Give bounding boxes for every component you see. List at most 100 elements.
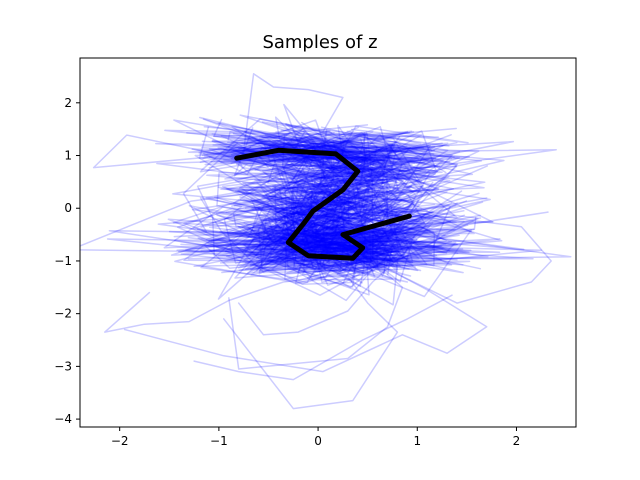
sample-line bbox=[201, 140, 451, 263]
sample-line bbox=[260, 130, 434, 273]
sample-line bbox=[256, 153, 448, 302]
highlighted-sample bbox=[234, 147, 412, 261]
sample-line bbox=[172, 155, 489, 284]
sample-line bbox=[217, 146, 379, 271]
sample-line bbox=[234, 141, 406, 267]
sample-line bbox=[216, 132, 464, 270]
sample-line bbox=[193, 294, 453, 381]
sample-line bbox=[123, 257, 488, 373]
sample-line bbox=[223, 145, 394, 284]
sample-line bbox=[176, 130, 534, 260]
sample-line bbox=[241, 141, 465, 269]
sample-line bbox=[199, 145, 480, 274]
sample-line bbox=[249, 141, 458, 267]
sample-line bbox=[92, 134, 477, 271]
sample-line bbox=[264, 134, 423, 283]
sample-line bbox=[284, 149, 390, 253]
sample-line bbox=[214, 155, 391, 261]
sample-line bbox=[272, 140, 374, 273]
sample-line bbox=[230, 148, 402, 272]
sample-line bbox=[396, 212, 552, 304]
sample-line bbox=[243, 146, 442, 262]
y-tick-label: 1 bbox=[64, 149, 72, 163]
sample-line bbox=[208, 138, 481, 252]
highlight-line bbox=[234, 147, 412, 261]
sample-line bbox=[194, 150, 463, 277]
sample-line bbox=[80, 129, 433, 268]
sample-line bbox=[191, 148, 457, 284]
sample-line bbox=[228, 244, 404, 370]
sample-line bbox=[213, 134, 433, 259]
sample-line bbox=[238, 139, 484, 264]
sample-line bbox=[176, 131, 474, 250]
sample-line bbox=[232, 144, 401, 263]
sample-line bbox=[213, 132, 425, 263]
sample-line bbox=[163, 139, 460, 259]
sample-line bbox=[234, 140, 400, 267]
sample-line bbox=[280, 124, 395, 286]
sample-line bbox=[234, 141, 472, 298]
sample-line bbox=[255, 142, 420, 269]
sample-line bbox=[240, 145, 393, 276]
sample-line bbox=[208, 121, 480, 269]
sample-line bbox=[220, 133, 474, 254]
sample-line bbox=[178, 142, 479, 271]
sample-line bbox=[187, 145, 416, 268]
y-tick-label: −1 bbox=[54, 254, 72, 268]
sample-line bbox=[236, 142, 456, 275]
sample-line bbox=[223, 260, 399, 410]
sample-line bbox=[170, 134, 462, 265]
y-tick-label: 0 bbox=[64, 201, 72, 215]
sample-line bbox=[261, 121, 459, 254]
y-axis: 2 1 0 −1 −2 −3 −4 bbox=[54, 96, 80, 426]
x-axis: −2 −1 0 1 2 bbox=[111, 427, 520, 448]
sample-line bbox=[291, 156, 446, 264]
sample-line bbox=[271, 129, 389, 274]
sample-line bbox=[261, 134, 461, 266]
sample-line bbox=[173, 138, 459, 267]
sample-line bbox=[203, 147, 419, 259]
sample-line bbox=[104, 249, 394, 333]
sample-line bbox=[244, 124, 503, 264]
sample-line bbox=[204, 140, 473, 269]
x-tick-label: −1 bbox=[210, 434, 228, 448]
sample-line bbox=[180, 143, 489, 273]
sample-line bbox=[199, 144, 472, 262]
sample-line bbox=[201, 146, 393, 281]
sample-line bbox=[239, 138, 412, 270]
sample-line bbox=[278, 125, 469, 288]
sample-line bbox=[291, 134, 470, 260]
sample-line bbox=[210, 132, 549, 258]
sample-line bbox=[198, 133, 427, 273]
sample-line bbox=[205, 130, 501, 254]
sample-line bbox=[255, 142, 396, 272]
sample-line bbox=[167, 131, 444, 273]
sample-line bbox=[256, 165, 457, 263]
sample-line bbox=[283, 140, 455, 268]
sample-line bbox=[227, 141, 398, 285]
sample-line bbox=[196, 157, 464, 266]
sample-line bbox=[249, 146, 366, 265]
plot-frame bbox=[79, 57, 577, 428]
sample-line bbox=[250, 116, 393, 261]
y-tick-label: 2 bbox=[64, 96, 72, 110]
sample-line bbox=[264, 103, 488, 264]
sample-line bbox=[197, 143, 459, 296]
sample-line bbox=[261, 136, 447, 254]
sample-line bbox=[254, 131, 557, 255]
sample-line bbox=[212, 138, 408, 272]
sample-line bbox=[204, 151, 392, 268]
sample-lines bbox=[80, 73, 572, 410]
sample-line bbox=[106, 126, 416, 274]
sample-line bbox=[217, 134, 371, 260]
sample-line bbox=[233, 127, 469, 265]
sample-line bbox=[213, 118, 482, 279]
sample-line bbox=[168, 148, 433, 278]
sample-line bbox=[108, 159, 446, 254]
sample-line bbox=[238, 144, 483, 274]
x-tick-label: 0 bbox=[314, 434, 322, 448]
sample-line bbox=[182, 122, 420, 257]
y-tick-label: −3 bbox=[54, 359, 72, 373]
sample-line bbox=[237, 131, 494, 266]
